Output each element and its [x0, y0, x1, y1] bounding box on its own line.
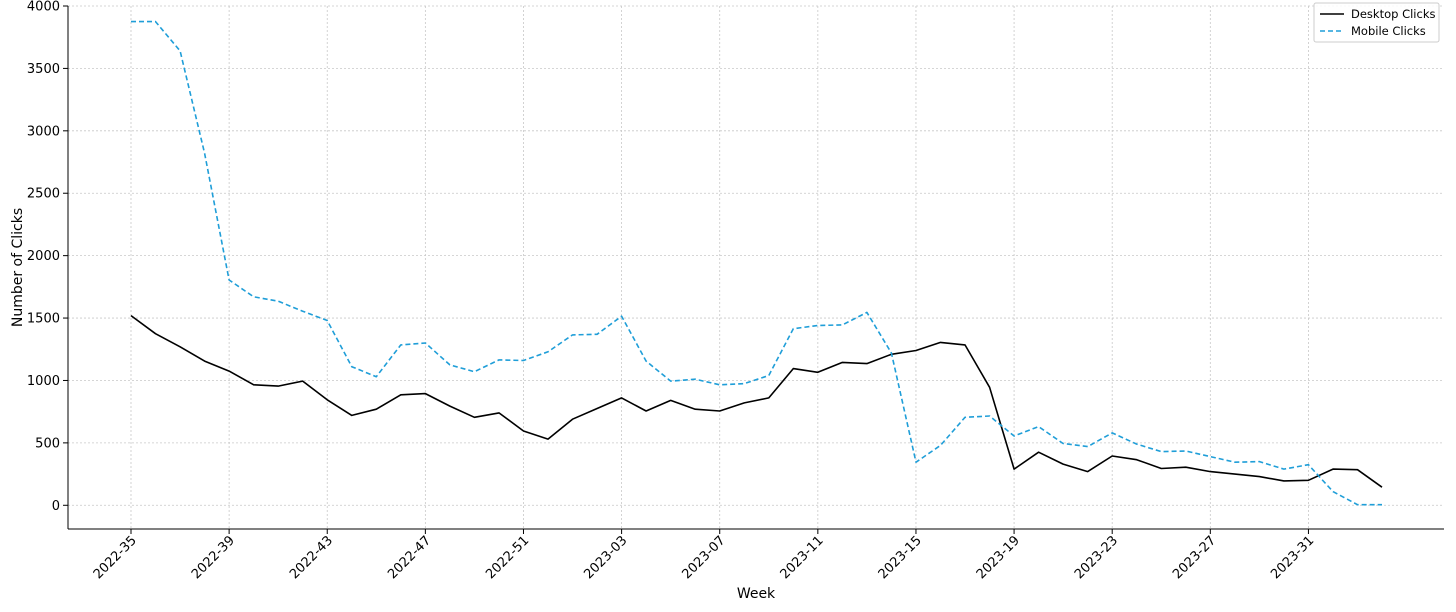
y-tick-label: 2000	[27, 249, 60, 264]
x-tick-label: 2023-03	[581, 533, 630, 582]
x-tick-label: 2022-43	[287, 533, 336, 582]
x-tick-label: 2023-15	[876, 533, 925, 582]
y-axis-title: Number of Clicks	[10, 208, 26, 327]
axes	[63, 5, 1444, 534]
tick-labels: 0 500 1000 1500 2000 2500 3000 3500 4000 2022-35 2…	[27, 0, 1317, 582]
x-tick-label: 2022-47	[385, 533, 434, 582]
y-tick-label: 0	[52, 499, 60, 514]
x-tick-label: 2023-11	[778, 533, 827, 582]
x-tick-label: 2023-27	[1170, 533, 1219, 582]
y-tick-label: 500	[35, 436, 60, 451]
series-line	[131, 20, 1382, 506]
x-tick-label: 2023-31	[1268, 533, 1317, 582]
legend: Desktop Clicks Mobile Clicks	[1313, 2, 1440, 43]
gridlines	[68, 5, 1444, 529]
y-tick-label: 1500	[27, 312, 60, 327]
x-tick-label: 2022-39	[189, 533, 238, 582]
series-lines	[130, 20, 1383, 506]
x-tick-label: 2022-35	[91, 533, 140, 582]
y-tick-label: 1000	[27, 374, 60, 389]
y-tick-label: 4000	[27, 0, 60, 15]
y-tick-label: 3000	[27, 124, 60, 139]
series-line	[130, 314, 1383, 488]
x-tick-label: 2023-19	[974, 533, 1023, 582]
y-tick-label: 2500	[27, 187, 60, 202]
x-tick-label: 2023-07	[680, 533, 729, 582]
y-tick-label: 3500	[27, 62, 60, 77]
x-axis-title: Week	[737, 586, 776, 602]
legend-label: Desktop Clicks	[1351, 7, 1435, 21]
legend-label: Mobile Clicks	[1351, 24, 1426, 38]
x-tick-label: 2023-23	[1072, 533, 1121, 582]
x-tick-label: 2022-51	[483, 533, 532, 582]
legend-box	[1313, 2, 1440, 43]
